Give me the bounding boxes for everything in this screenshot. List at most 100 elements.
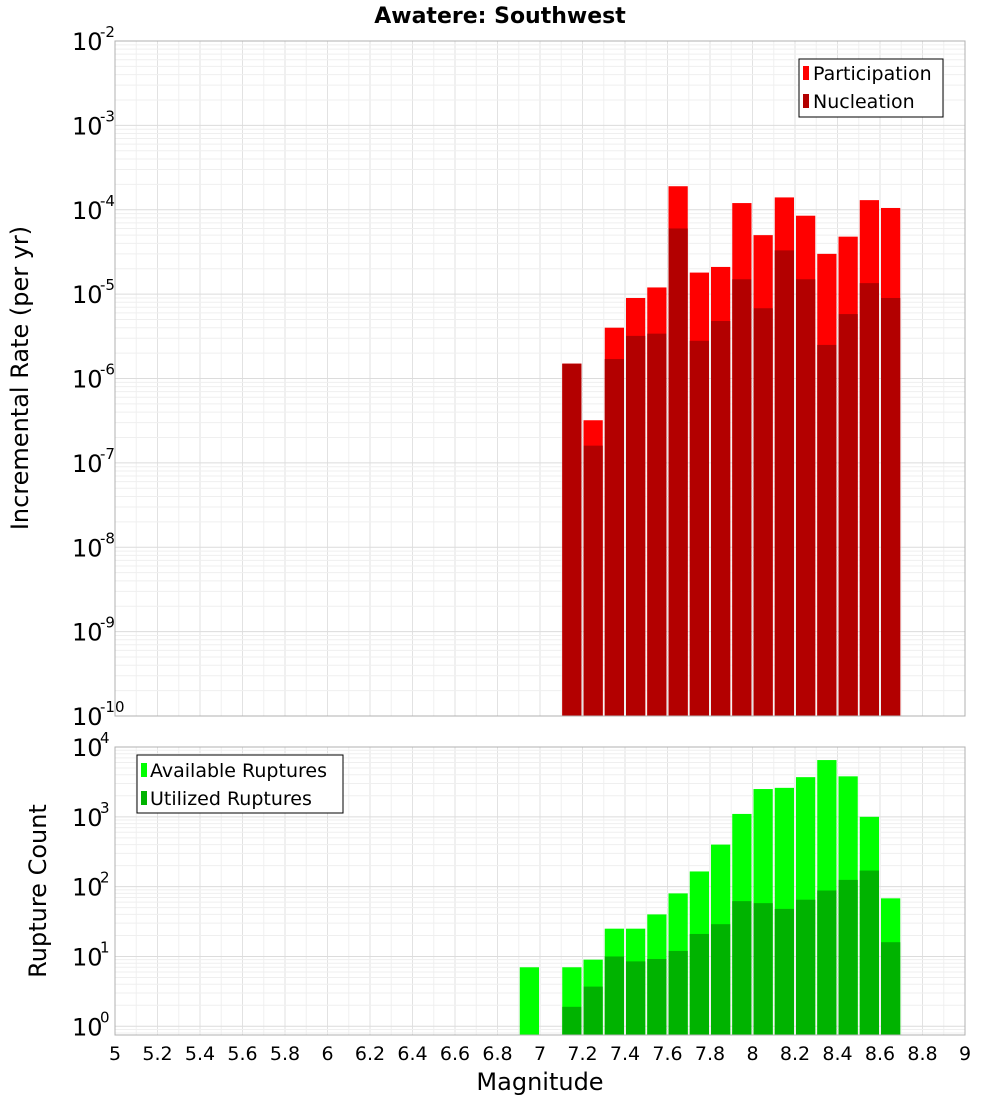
rate-legend-box bbox=[798, 58, 944, 118]
count-x-tick-label: 7 bbox=[534, 1043, 546, 1065]
count-bar-s1 bbox=[562, 1006, 582, 1035]
count-x-tick-label: 7.4 bbox=[610, 1043, 640, 1065]
count-bar-s1 bbox=[711, 924, 731, 1035]
count-x-tick-label: 8.4 bbox=[822, 1043, 852, 1065]
count-x-tick-label: 6.4 bbox=[397, 1043, 427, 1065]
count-bars bbox=[519, 760, 901, 1035]
count-y-axis-label: Rupture Count bbox=[24, 804, 52, 978]
count-x-tick-label: 8 bbox=[746, 1043, 758, 1065]
count-legend: Available Ruptures Utilized Ruptures bbox=[136, 754, 344, 814]
legend-label-nucleation: Nucleation bbox=[813, 91, 915, 113]
rate-bar-s1 bbox=[689, 340, 709, 716]
legend-swatch-available bbox=[141, 763, 147, 777]
count-x-tick-label: 6.2 bbox=[355, 1043, 385, 1065]
count-plot-border bbox=[114, 746, 966, 1036]
rate-y-tick-exponent: -2 bbox=[100, 23, 115, 41]
count-y-tick-base: 10 bbox=[72, 804, 103, 832]
count-x-tick-label: 5.2 bbox=[142, 1043, 172, 1065]
count-x-axis-label: Magnitude bbox=[476, 1068, 603, 1096]
rate-y-tick-exponent: -9 bbox=[100, 614, 115, 632]
rate-y-tick-base: 10 bbox=[72, 619, 103, 647]
count-bar-s1 bbox=[838, 879, 858, 1035]
count-y-tick-base: 10 bbox=[72, 943, 103, 971]
rate-bar-s1 bbox=[817, 344, 837, 716]
rate-y-tick-base: 10 bbox=[72, 534, 103, 562]
count-bar-s1 bbox=[817, 890, 837, 1035]
count-x-tick-label: 5.8 bbox=[270, 1043, 300, 1065]
count-x-tick-label: 5 bbox=[109, 1043, 121, 1065]
count-bar-s1 bbox=[774, 908, 794, 1035]
rate-bar-s1 bbox=[753, 308, 773, 716]
count-x-tick-label: 5.4 bbox=[185, 1043, 215, 1065]
legend-swatch-participation bbox=[803, 66, 809, 80]
count-x-tick-label: 7.6 bbox=[652, 1043, 682, 1065]
count-bar-s1 bbox=[626, 961, 646, 1035]
count-bar-s1 bbox=[604, 956, 624, 1035]
count-y-tick-exponent: 2 bbox=[100, 869, 110, 887]
count-x-tick-label: 6 bbox=[321, 1043, 333, 1065]
rate-y-tick-base: 10 bbox=[72, 281, 103, 309]
count-legend-box bbox=[136, 754, 344, 814]
rate-y-tick-exponent: -10 bbox=[100, 698, 125, 716]
legend-label-participation: Participation bbox=[813, 63, 932, 85]
rate-y-tick-base: 10 bbox=[72, 197, 103, 225]
count-bar-s0 bbox=[519, 967, 539, 1035]
count-x-tick-label: 9 bbox=[959, 1043, 971, 1065]
chart-title: Awatere: Southwest bbox=[374, 4, 626, 29]
rate-y-tick-exponent: -5 bbox=[100, 276, 115, 294]
rate-y-tick-base: 10 bbox=[72, 366, 103, 394]
rate-y-tick-base: 10 bbox=[72, 112, 103, 140]
count-y-tick-exponent: 3 bbox=[100, 799, 110, 817]
legend-label-available: Available Ruptures bbox=[150, 760, 327, 782]
count-bar-s1 bbox=[881, 942, 901, 1035]
count-x-tick-label: 6.6 bbox=[440, 1043, 470, 1065]
rate-y-tick-base: 10 bbox=[72, 703, 103, 731]
count-x-tick-label: 7.8 bbox=[695, 1043, 725, 1065]
rate-y-tick-exponent: -6 bbox=[100, 361, 115, 379]
legend-label-utilized: Utilized Ruptures bbox=[150, 788, 312, 810]
rate-bar-s1 bbox=[796, 279, 816, 716]
rate-bar-s1 bbox=[626, 335, 646, 716]
rate-y-tick-base: 10 bbox=[72, 450, 103, 478]
count-bar-s1 bbox=[689, 933, 709, 1035]
count-y-tick-base: 10 bbox=[72, 734, 103, 762]
rate-bar-s1 bbox=[647, 333, 667, 716]
rate-bar-s1 bbox=[838, 314, 858, 716]
rate-y-tick-base: 10 bbox=[72, 28, 103, 56]
count-x-tick-label: 8.2 bbox=[780, 1043, 810, 1065]
count-x-tick-label: 8.6 bbox=[865, 1043, 895, 1065]
count-bar-s1 bbox=[796, 899, 816, 1035]
rate-bar-s1 bbox=[562, 363, 582, 716]
legend-swatch-utilized bbox=[141, 791, 147, 805]
count-bar-s1 bbox=[647, 958, 667, 1035]
rate-y-axis-label: Incremental Rate (per yr) bbox=[6, 226, 34, 530]
count-bar-s1 bbox=[668, 950, 688, 1035]
rate-bar-s1 bbox=[668, 228, 688, 716]
rate-bar-s1 bbox=[774, 250, 794, 717]
count-bar-s1 bbox=[753, 903, 773, 1035]
count-y-tick-exponent: 1 bbox=[100, 938, 110, 956]
count-y-tick-exponent: 4 bbox=[100, 729, 110, 747]
rate-bar-s1 bbox=[859, 283, 879, 716]
count-y-tick-base: 10 bbox=[72, 874, 103, 902]
rate-bar-s1 bbox=[604, 359, 624, 716]
rate-y-tick-exponent: -7 bbox=[100, 445, 115, 463]
rate-gridlines bbox=[114, 41, 966, 717]
rate-bar-s1 bbox=[711, 321, 731, 716]
rate-bars bbox=[562, 186, 901, 717]
count-x-tick-label: 6.8 bbox=[482, 1043, 512, 1065]
count-x-tick-label: 7.2 bbox=[567, 1043, 597, 1065]
count-bar-s1 bbox=[732, 901, 752, 1035]
rate-y-tick-exponent: -4 bbox=[100, 192, 115, 210]
count-y-tick-base: 10 bbox=[72, 1013, 103, 1041]
rate-bar-s1 bbox=[881, 297, 901, 716]
count-bar-s1 bbox=[583, 986, 603, 1035]
legend-swatch-nucleation bbox=[803, 94, 809, 108]
count-x-ticks: 5 5.2 5.4 5.6 5.8 6 6.2 6.4 6.6 6.8 7 7.2 7.4 7.6 7.8 8… bbox=[109, 1043, 971, 1065]
rate-plot-border bbox=[114, 40, 966, 717]
